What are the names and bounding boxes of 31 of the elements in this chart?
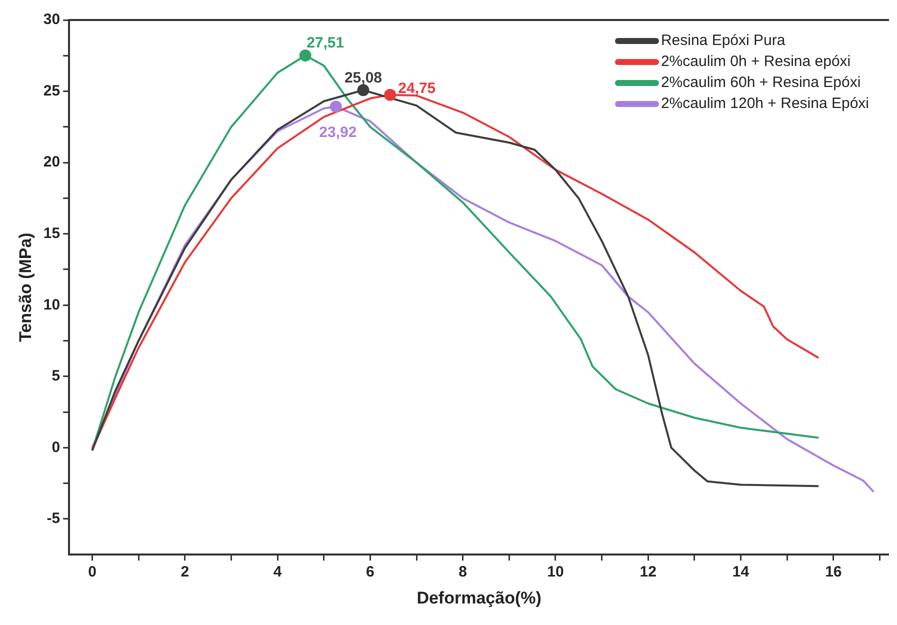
annotation: 25,08	[344, 69, 382, 86]
y-tick-label: 20	[43, 154, 60, 171]
legend-label: Resina Epóxi Pura	[660, 31, 786, 51]
x-tick-label: 10	[547, 564, 564, 581]
legend-label: 2%caulim 0h + Resina epóxi	[660, 52, 851, 72]
y-tick-label: 0	[52, 438, 60, 456]
y-tick-label: 15	[43, 224, 60, 242]
point	[330, 100, 342, 113]
x-tick-label: 2	[180, 564, 190, 581]
x-axis-title: Deformação(%)	[416, 588, 542, 608]
y-tick-label: 25	[43, 82, 60, 100]
x-tick-label: 16	[825, 564, 842, 581]
annotation: 23,92	[319, 124, 357, 141]
x-tick-label: 8	[458, 564, 467, 581]
x-tick-label: 6	[366, 564, 374, 581]
y-tick-label: 10	[43, 296, 60, 314]
point	[357, 84, 370, 96]
annotation: 27,51	[306, 34, 344, 52]
legend-label: 2%caulim 60h + Resina Epóxi	[660, 73, 861, 93]
point	[384, 88, 396, 101]
legend-label: 2%caulim 120h + Resina Epóxi	[660, 94, 869, 114]
y-tick-label: -5	[46, 510, 60, 528]
y-tick-label: 30	[43, 11, 60, 28]
x-tick-label: 4	[273, 564, 282, 581]
point	[299, 50, 312, 62]
x-tick-label: 0	[88, 564, 96, 581]
y-axis-title: Tensão (MPa)	[16, 232, 35, 342]
x-tick-label: 14	[732, 564, 750, 581]
annotation: 24,75	[398, 80, 436, 97]
y-tick-label: 5	[52, 368, 60, 385]
x-tick-label: 12	[640, 564, 656, 581]
